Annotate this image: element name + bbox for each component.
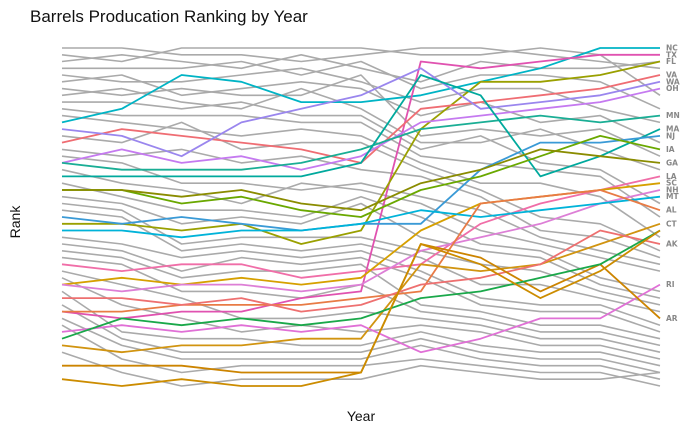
y-axis-label: Rank [7, 205, 23, 239]
series-line-nc [61, 47, 660, 124]
x-axis-label: Year [347, 408, 376, 424]
end-label-nj: NJ [666, 131, 675, 140]
end-label-ia: IA [666, 145, 675, 154]
background-series-line-17 [61, 195, 661, 299]
end-label-sc: SC [666, 179, 677, 188]
end-label-oh: OH [666, 84, 679, 93]
series-line-ct [61, 222, 661, 354]
background-series-line-7 [61, 74, 661, 157]
end-label-tx: TX [666, 50, 677, 59]
series-line-wa [61, 67, 661, 158]
chart-title: Barrels Producation Ranking by Year [30, 7, 308, 26]
background-series-line-20 [61, 236, 661, 326]
series-line-oh [61, 87, 661, 171]
background-series-line-26 [61, 290, 661, 367]
background-series-line-22 [61, 250, 661, 340]
series-line-mt [62, 195, 661, 239]
end-label-fl: FL [666, 57, 676, 66]
background-series-line-10 [61, 108, 661, 218]
end-label-ga: GA [666, 158, 678, 167]
series-line-ma [62, 74, 661, 178]
end-label-ak: AK [666, 240, 679, 249]
series-line-tx [61, 53, 660, 320]
end-label-nc: NC [666, 44, 678, 53]
background-series-line-9 [62, 101, 661, 205]
background-series-line-3 [61, 53, 661, 83]
end-label-va: VA [666, 71, 677, 80]
end-label-al: AL [666, 206, 677, 215]
background-series-line-13 [61, 148, 661, 259]
end-label-wa: WA [666, 77, 680, 86]
end-label-ri: RI [666, 280, 675, 289]
series-line-fl [62, 60, 661, 245]
background-series-line-24 [61, 270, 661, 353]
background-series-line-8 [61, 87, 661, 171]
series-line-unlabeled-21 [61, 229, 661, 340]
background-series-line-4 [62, 60, 661, 110]
series-line-mn [61, 114, 661, 171]
background-series-line-5 [61, 67, 661, 124]
series-line-ak [62, 229, 661, 313]
background-series-group [61, 47, 661, 387]
series-line-nh [61, 189, 661, 293]
series-line-ri [61, 283, 661, 354]
background-series-line-15 [61, 168, 661, 272]
background-series-line-30 [61, 351, 661, 387]
background-series-line-12 [61, 121, 661, 252]
end-label-mn: MN [666, 111, 680, 120]
background-series-line-18 [61, 202, 661, 306]
end-label-la: LA [666, 172, 677, 181]
background-series-line-6 [61, 74, 661, 144]
background-series-line-16 [61, 182, 661, 293]
end-label-ct: CT [666, 219, 678, 228]
end-label-nh: NH [666, 186, 679, 195]
end-label-mt: MT [666, 192, 679, 201]
background-series-line-21 [61, 243, 661, 333]
end-label-ar: AR [666, 314, 678, 323]
series-line-al [62, 189, 661, 313]
series-line-ga [62, 148, 661, 212]
background-series-line-11 [61, 114, 661, 238]
series-line-unlabeled-22 [61, 229, 661, 387]
background-series-line-28 [61, 317, 661, 380]
background-series-line-29 [61, 324, 661, 387]
background-series-line-2 [61, 47, 661, 96]
highlighted-series-group [61, 47, 661, 387]
series-line-ia [62, 134, 661, 218]
series-line-la [61, 175, 661, 279]
end-label-ma: MA [666, 125, 679, 134]
